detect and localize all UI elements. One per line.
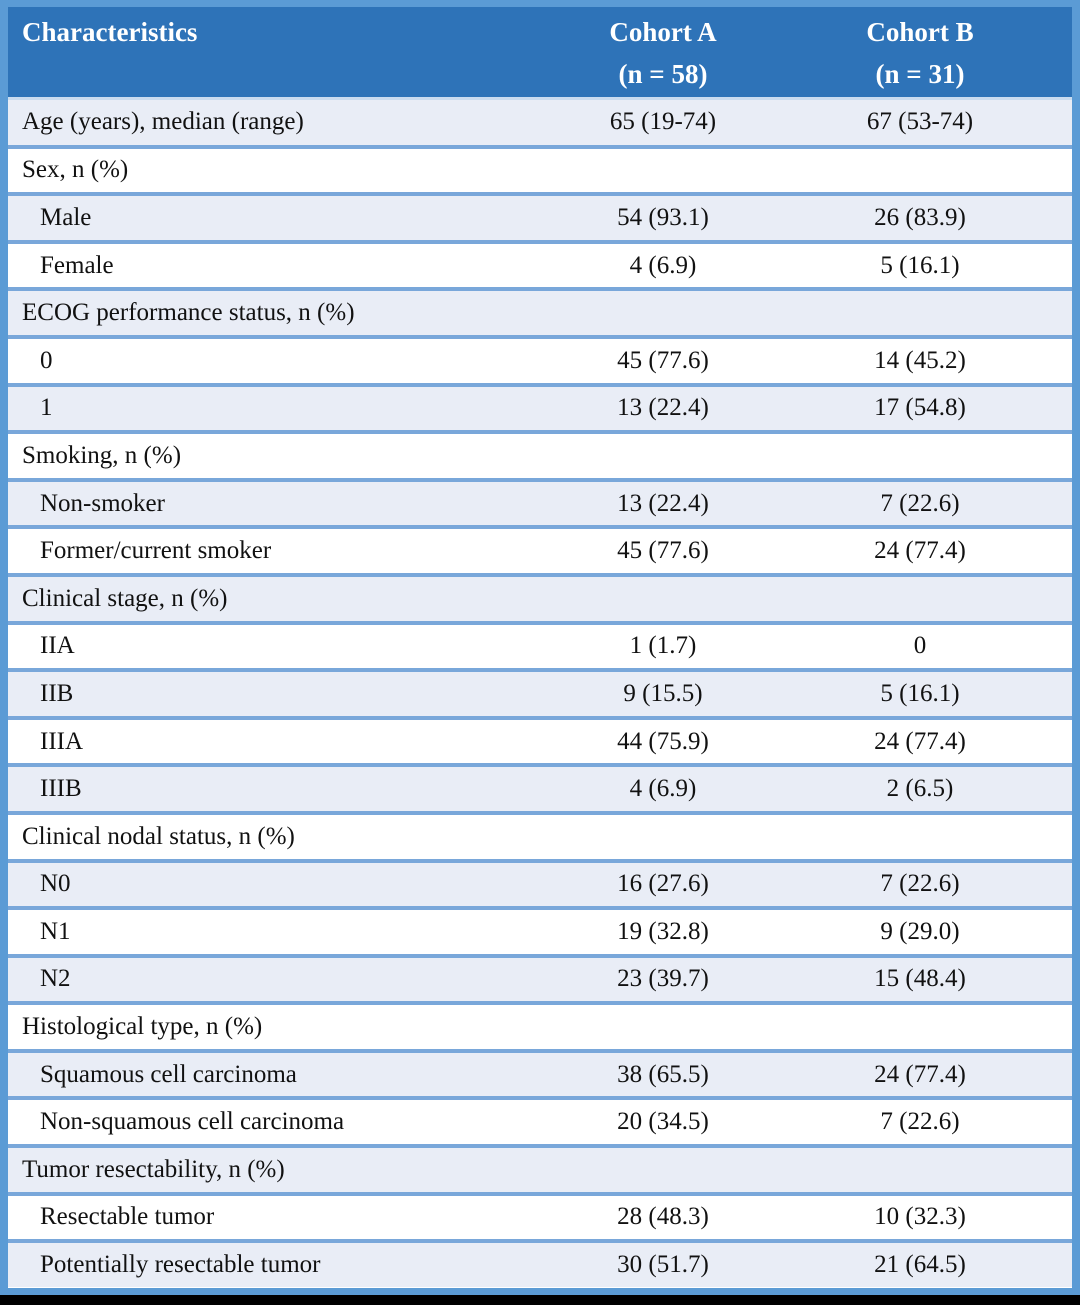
table-row: Former/current smoker 45 (77.6) 24 (77.4)	[8, 525, 1072, 573]
row-label: 1	[40, 394, 53, 422]
cohort-a-value: 45 (77.6)	[617, 537, 709, 565]
row-label: ECOG performance status, n (%)	[22, 299, 355, 327]
cohort-b-value: 21 (64.5)	[874, 1251, 966, 1279]
row-label: Potentially resectable tumor	[40, 1251, 321, 1279]
cohort-b-value: 14 (45.2)	[874, 346, 966, 374]
row-label: Resectable tumor	[40, 1203, 215, 1231]
row-label: Former/current smoker	[40, 537, 272, 565]
cohort-a-value: 16 (27.6)	[617, 870, 709, 898]
cohort-a-value: 44 (75.9)	[617, 727, 709, 755]
table-row: Potentially resectable tumor 30 (51.7) 21 …	[8, 1239, 1072, 1287]
table-row: N0 16 (27.6) 7 (22.6)	[8, 858, 1072, 907]
row-label: N1	[40, 917, 71, 945]
header-cohort-a-n: (n = 58)	[618, 59, 708, 89]
table-row: 0 45 (77.6) 14 (45.2)	[8, 334, 1072, 383]
table-row: Male 54 (93.1) 26 (83.9)	[8, 192, 1072, 240]
table-row: IIA 1 (1.7) 0	[8, 620, 1072, 669]
cohort-a-value: 54 (93.1)	[617, 203, 709, 231]
cohort-b-value: 5 (16.1)	[880, 251, 960, 279]
cohort-a-value: 20 (34.5)	[617, 1108, 709, 1136]
row-label: Sex, n (%)	[22, 156, 129, 184]
table-row: IIIA 44 (75.9) 24 (77.4)	[8, 715, 1072, 764]
row-label: IIIB	[40, 775, 82, 803]
row-label: Female	[40, 251, 114, 279]
cohort-a-value: 4 (6.9)	[629, 251, 697, 279]
table-row: Sex, n (%)	[8, 144, 1072, 193]
table-row: N1 19 (32.8) 9 (29.0)	[8, 906, 1072, 954]
row-label: Age (years), median (range)	[22, 108, 304, 136]
row-label: IIB	[40, 679, 74, 707]
table-row: ECOG performance status, n (%)	[8, 287, 1072, 335]
cohort-a-value: 4 (6.9)	[629, 775, 697, 803]
row-label: N2	[40, 965, 71, 993]
cohort-b-value: 24 (77.4)	[874, 727, 966, 755]
cohort-b-value: 7 (22.6)	[880, 1108, 960, 1136]
table-row: Non-squamous cell carcinoma 20 (34.5) 7 (2…	[8, 1096, 1072, 1145]
table-row: Non-smoker 13 (22.4) 7 (22.6)	[8, 477, 1072, 526]
table-row: IIB 9 (15.5) 5 (16.1)	[8, 668, 1072, 716]
header-cohort-a-name: Cohort A	[609, 17, 717, 47]
cohort-b-value: 7 (22.6)	[880, 870, 960, 898]
cohort-a-value: 28 (48.3)	[617, 1203, 709, 1231]
cohort-b-value: 17 (54.8)	[874, 394, 966, 422]
row-label: Smoking, n (%)	[22, 441, 182, 469]
row-label: Non-smoker	[40, 489, 165, 517]
cohort-b-value: 9 (29.0)	[880, 917, 960, 945]
row-label: Non-squamous cell carcinoma	[40, 1108, 345, 1136]
table-row: Tumor resectability, n (%)	[8, 1144, 1072, 1192]
table-row: Female 4 (6.9) 5 (16.1)	[8, 239, 1072, 288]
header-cohort-a: Cohort A (n = 58)	[508, 11, 818, 95]
row-label: Squamous cell carcinoma	[40, 1060, 297, 1088]
row-label: N0	[40, 870, 71, 898]
cohort-a-value: 1 (1.7)	[629, 632, 697, 660]
table-row: Clinical nodal status, n (%)	[8, 810, 1072, 859]
cohort-b-value: 5 (16.1)	[880, 679, 960, 707]
cohort-a-value: 38 (65.5)	[617, 1060, 709, 1088]
table-row: IIIB 4 (6.9) 2 (6.5)	[8, 763, 1072, 811]
row-label: Clinical nodal status, n (%)	[22, 822, 295, 850]
table-row: N2 23 (39.7) 15 (48.4)	[8, 953, 1072, 1002]
cohort-a-value: 45 (77.6)	[617, 346, 709, 374]
cohort-a-value: 13 (22.4)	[617, 489, 709, 517]
cohort-a-value: 9 (15.5)	[623, 679, 703, 707]
row-label: Tumor resectability, n (%)	[22, 1155, 285, 1183]
cohort-b-value: 0	[913, 632, 927, 660]
table-row: Squamous cell carcinoma 38 (65.5) 24 (77.4…	[8, 1048, 1072, 1097]
cohort-b-value: 24 (77.4)	[874, 537, 966, 565]
table-body: Age (years), median (range) 65 (19-74) 67 …	[8, 97, 1072, 1288]
header-cohort-b-n: (n = 31)	[875, 59, 965, 89]
header-cohort-b-name: Cohort B	[866, 17, 974, 47]
cohort-b-value: 15 (48.4)	[874, 965, 966, 993]
table-row: 1 13 (22.4) 17 (54.8)	[8, 382, 1072, 431]
row-label: IIIA	[40, 727, 84, 755]
cohort-b-value: 26 (83.9)	[874, 203, 966, 231]
header-characteristics: Characteristics	[22, 17, 198, 47]
cohort-b-value: 24 (77.4)	[874, 1060, 966, 1088]
cohort-a-value: 13 (22.4)	[617, 394, 709, 422]
row-label: Histological type, n (%)	[22, 1013, 263, 1041]
table-row: Age (years), median (range) 65 (19-74) 67 …	[8, 97, 1072, 145]
row-label: Male	[40, 203, 92, 231]
cohort-a-value: 65 (19-74)	[609, 108, 717, 136]
cohort-b-value: 2 (6.5)	[886, 775, 954, 803]
table-header-row: Characteristics Cohort A (n = 58) Cohort…	[8, 7, 1072, 97]
cohort-b-value: 7 (22.6)	[880, 489, 960, 517]
cohort-b-value: 10 (32.3)	[874, 1203, 966, 1231]
cohort-a-value: 30 (51.7)	[617, 1251, 709, 1279]
table-row: Clinical stage, n (%)	[8, 572, 1072, 621]
cohort-a-value: 23 (39.7)	[617, 965, 709, 993]
row-label: Clinical stage, n (%)	[22, 584, 228, 612]
table-row: Histological type, n (%)	[8, 1001, 1072, 1049]
row-label: IIA	[40, 632, 75, 660]
table-row: Smoking, n (%)	[8, 430, 1072, 478]
table-row: Resectable tumor 28 (48.3) 10 (32.3)	[8, 1191, 1072, 1240]
cohort-a-value: 19 (32.8)	[617, 917, 709, 945]
row-label: 0	[40, 346, 53, 374]
cohort-b-value: 67 (53-74)	[866, 108, 974, 136]
header-cohort-b: Cohort B (n = 31)	[818, 11, 1072, 95]
